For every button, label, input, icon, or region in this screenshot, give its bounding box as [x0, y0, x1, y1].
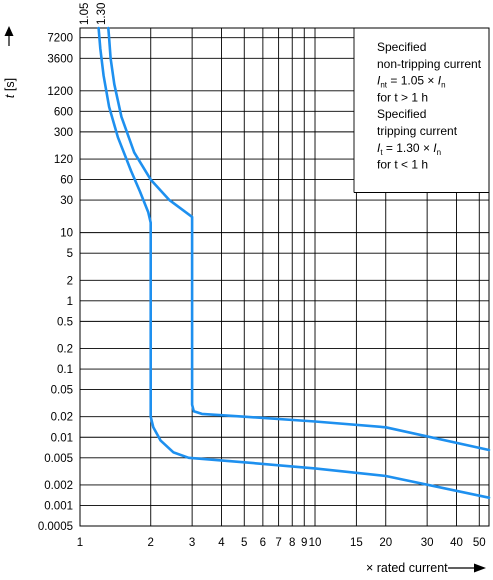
y-tick-label: 1 — [67, 296, 73, 308]
legend-line: tripping current — [377, 124, 458, 138]
y-tick-label: 0.02 — [51, 412, 73, 424]
legend-line: Specified — [377, 40, 426, 54]
legend-text-segment: = 1.05 × — [387, 74, 438, 88]
legend-text-segment: I — [377, 141, 381, 155]
legend-text-segment: n — [441, 81, 445, 90]
y-tick-label: 30 — [60, 195, 73, 207]
y-axis-unit: [s] — [3, 78, 17, 95]
y-tick-label: 300 — [54, 127, 73, 139]
y-tick-label: 10 — [60, 228, 73, 240]
y-tick-label: 600 — [54, 106, 73, 118]
legend-line: for t > 1 h — [377, 90, 428, 104]
x-tick-label: 50 — [473, 537, 486, 549]
y-tick-label: 7200 — [47, 33, 73, 45]
legend-line: Specified — [377, 107, 426, 121]
legend-line: non-tripping current — [377, 57, 482, 71]
legend-text-segment: Specified — [377, 40, 426, 54]
x-tick-label: 15 — [350, 537, 363, 549]
y-axis-arrow — [4, 26, 14, 46]
curve-top-labels: 1.05 1.30 — [79, 3, 108, 25]
y-tick-label: 0.005 — [44, 453, 73, 465]
x-tick-label: 7 — [275, 537, 281, 549]
y-tick-label: 0.2 — [57, 344, 73, 356]
x-tick-label: 2 — [148, 537, 154, 549]
y-tick-label: 2 — [67, 275, 73, 287]
legend-background — [354, 28, 489, 193]
legend-text-segment: for t > 1 h — [377, 90, 428, 104]
x-tick-label: 10 — [309, 537, 322, 549]
y-tick-label: 0.1 — [57, 364, 73, 376]
legend-line: It = 1.30 × In — [377, 141, 441, 157]
y-tick-label: 0.05 — [51, 385, 73, 397]
legend-text-segment: tripping current — [377, 124, 458, 138]
curve-top-label: 1.05 — [79, 3, 91, 25]
x-tick-label: 6 — [260, 537, 266, 549]
legend-text-segment: I — [438, 74, 442, 88]
y-tick-label: 3600 — [47, 53, 73, 65]
legend-text-segment: I — [377, 74, 381, 88]
x-tick-label: 5 — [241, 537, 247, 549]
legend-text-segment: n — [437, 148, 441, 157]
x-tick-label: 20 — [379, 537, 392, 549]
x-axis-arrow — [448, 563, 486, 573]
x-tick-label: 8 — [289, 537, 295, 549]
curve-1-05 — [97, 26, 491, 500]
y-tick-label: 0.001 — [44, 500, 73, 512]
curve-1-30 — [107, 26, 491, 452]
x-tick-label: 9 — [301, 537, 307, 549]
legend-text-segment: for t < 1 h — [377, 158, 428, 172]
y-tick-label: 60 — [60, 175, 73, 187]
y-tick-label: 0.002 — [44, 480, 73, 492]
x-axis-label: × rated current — [366, 561, 448, 575]
legend-line: for t < 1 h — [377, 158, 428, 172]
legend-text-segment: nt — [380, 81, 387, 90]
x-tick-label: 30 — [421, 537, 434, 549]
curves — [97, 26, 491, 500]
legend-text-segment: non-tripping current — [377, 57, 482, 71]
x-tick-labels: 1 2 3 4 5 6 7 8 9 10 15 20 30 40 50 — [77, 537, 486, 549]
legend-text-segment: = 1.30 × — [383, 141, 434, 155]
y-tick-label: 0.5 — [57, 316, 73, 328]
x-tick-label: 40 — [450, 537, 463, 549]
y-tick-label: 5 — [67, 248, 73, 260]
x-tick-label: 1 — [77, 537, 83, 549]
legend-text-segment: t — [380, 148, 383, 157]
legend-text-segment: Specified — [377, 107, 426, 121]
y-tick-label: 120 — [54, 154, 73, 166]
x-tick-label: 4 — [218, 537, 225, 549]
curve-top-label: 1.30 — [96, 3, 108, 25]
legend-line: Int = 1.05 × In — [377, 74, 446, 90]
y-axis-variable: t — [3, 94, 17, 98]
y-axis-label: t [s] — [3, 78, 17, 98]
x-tick-label: 3 — [189, 537, 195, 549]
y-tick-label: 1200 — [47, 86, 73, 98]
y-tick-label: 0.0005 — [38, 521, 73, 533]
y-tick-label: 0.01 — [51, 432, 73, 444]
y-tick-labels: 7200 3600 1200 600 300 120 60 30 10 5 2 1 0.5 0.2 0.1 0… — [38, 33, 73, 533]
legend-text-segment: I — [433, 141, 437, 155]
